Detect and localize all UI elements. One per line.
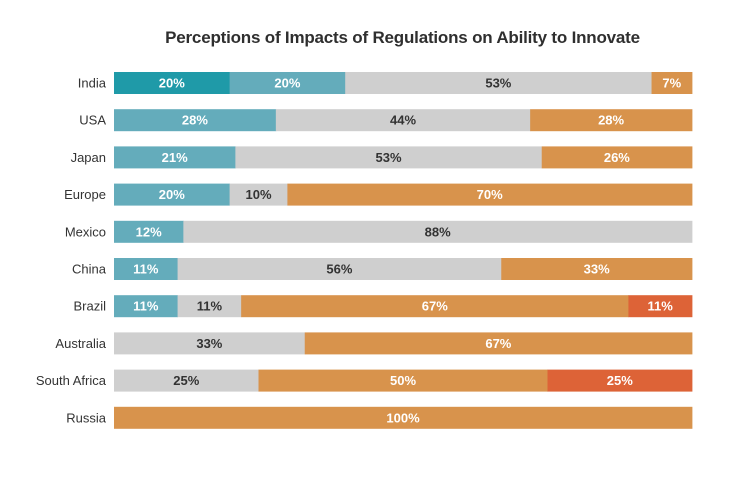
data-label-india-0: 20% — [159, 76, 185, 91]
bar-segment-south-africa-4 — [547, 369, 693, 392]
data-label-india-1: 20% — [274, 76, 300, 91]
bar-segment-south-africa-2 — [114, 369, 259, 392]
category-label-europe: Europe — [64, 187, 106, 202]
data-label-brazil-1: 11% — [133, 299, 159, 314]
data-label-japan-1: 21% — [162, 150, 188, 165]
bar-segment-europe-3 — [287, 183, 693, 206]
data-label-europe-1: 20% — [159, 187, 185, 202]
bar-segment-europe-1 — [114, 183, 230, 206]
data-label-china-1: 11% — [133, 262, 159, 277]
category-label-india: India — [78, 76, 107, 91]
bar-segment-brazil-1 — [114, 295, 178, 318]
data-label-india-2: 53% — [485, 76, 511, 91]
data-label-europe-2: 10% — [245, 187, 271, 202]
data-label-south-africa-3: 50% — [390, 373, 416, 388]
category-label-china: China — [72, 262, 107, 277]
bar-segment-mexico-1 — [114, 220, 184, 243]
bar-segment-india-0 — [114, 72, 230, 94]
bar-segment-china-2 — [177, 258, 502, 280]
bar-segment-russia-3 — [114, 406, 693, 429]
data-label-usa-3: 28% — [598, 113, 624, 128]
data-label-brazil-4: 11% — [648, 299, 674, 314]
bar-segment-japan-1 — [114, 146, 236, 169]
bar-segment-china-3 — [501, 258, 693, 280]
bar-segment-south-africa-3 — [258, 369, 548, 392]
bar-segment-india-3 — [651, 72, 693, 94]
bar-segment-japan-2 — [235, 146, 543, 169]
bar-segment-usa-2 — [275, 109, 531, 132]
bar-segment-australia-2 — [114, 332, 306, 355]
data-label-brazil-3: 67% — [422, 299, 448, 314]
data-label-india-3: 7% — [662, 76, 681, 91]
bar-segment-usa-3 — [530, 109, 693, 132]
data-label-south-africa-2: 25% — [173, 373, 199, 388]
chart-title: Perceptions of Impacts of Regulations on… — [165, 28, 640, 47]
category-label-japan: Japan — [71, 150, 106, 165]
data-label-europe-3: 70% — [477, 187, 503, 202]
data-label-japan-3: 26% — [604, 150, 630, 165]
bar-segment-india-1 — [229, 72, 346, 94]
bar-segment-australia-3 — [304, 332, 693, 355]
bar-segment-mexico-2 — [183, 220, 693, 243]
category-label-australia: Australia — [55, 336, 106, 351]
category-label-mexico: Mexico — [65, 224, 106, 239]
data-label-south-africa-4: 25% — [607, 373, 633, 388]
data-label-usa-1: 28% — [182, 113, 208, 128]
data-label-mexico-1: 12% — [136, 224, 162, 239]
bar-segment-europe-2 — [229, 183, 288, 206]
bar-segment-japan-3 — [541, 146, 693, 169]
data-label-mexico-2: 88% — [425, 224, 451, 239]
data-label-australia-3: 67% — [485, 336, 511, 351]
category-label-russia: Russia — [66, 410, 107, 425]
data-label-russia-3: 100% — [386, 410, 420, 425]
data-label-australia-2: 33% — [196, 336, 222, 351]
bar-segment-india-2 — [345, 72, 652, 94]
data-label-usa-2: 44% — [390, 113, 416, 128]
data-label-japan-2: 53% — [376, 150, 402, 165]
data-label-brazil-2: 11% — [197, 299, 223, 314]
data-label-china-3: 33% — [584, 262, 610, 277]
bar-segment-usa-1 — [114, 109, 277, 132]
bar-segment-brazil-4 — [628, 295, 693, 318]
category-label-usa: USA — [79, 113, 106, 128]
bar-segment-brazil-3 — [241, 295, 629, 318]
data-label-china-2: 56% — [326, 262, 352, 277]
bar-segment-brazil-2 — [177, 295, 242, 318]
bar-segment-china-1 — [114, 258, 178, 280]
category-label-brazil: Brazil — [73, 299, 106, 314]
category-label-south-africa: South Africa — [36, 373, 107, 388]
